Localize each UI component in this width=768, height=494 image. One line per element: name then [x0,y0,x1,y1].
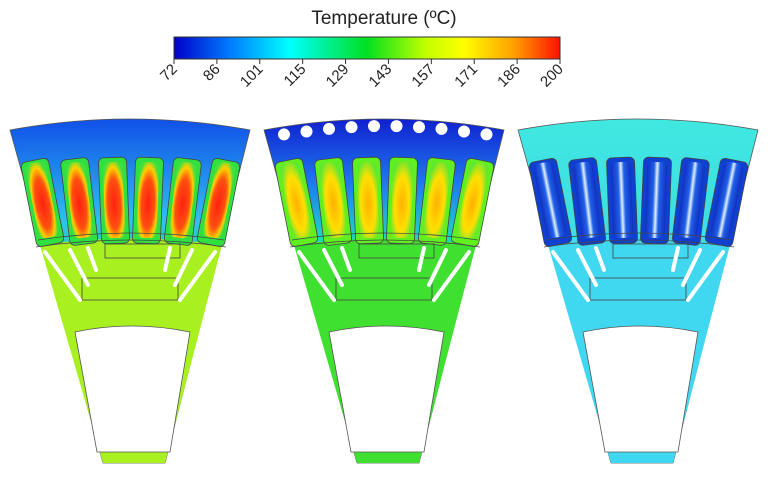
magnet-slot [335,277,433,301]
flux-barrier [178,250,217,302]
magnet-slot [358,243,435,259]
winding-slot [60,157,98,246]
colorbar-tick-label: 171 [451,61,481,91]
inner-cavity [328,325,445,453]
winding-slot [314,157,352,246]
flux-barrier [551,250,590,302]
flux-barrier [427,248,448,287]
magnet-slot [612,243,689,259]
colorbar-tick-label: 72 [157,61,181,85]
cooling-hole [458,125,470,138]
colorbar-tick-label: 129 [323,61,353,91]
winding-slot [352,156,384,245]
magnet-slot [589,277,687,301]
cooling-hole [390,120,403,133]
colorbar-tick-label: 186 [494,61,524,91]
colorbar-tick-label: 86 [200,61,224,85]
flux-barrier [297,250,336,302]
colorbar-title: Temperature (ºC) [311,8,457,29]
flux-barrier [686,250,725,302]
cooling-hole [480,128,493,141]
winding-slot [568,157,606,246]
winding-slot [132,156,164,245]
winding-slot [386,156,418,245]
flux-barrier [594,246,606,272]
winding-slot [274,158,319,247]
winding-slot [98,156,130,245]
colorbar [173,36,561,60]
cooling-hole [413,121,425,134]
flux-barrier [86,246,98,272]
winding-slot [606,156,638,245]
stator-temperature-panel [9,118,251,464]
cooling-hole [345,121,358,134]
flux-barrier [340,246,352,272]
cooling-hole [435,122,448,135]
airgap-line [37,232,225,241]
flux-barrier [681,248,702,287]
inner-cavity [74,325,191,453]
cooling-hole [300,125,313,138]
stator-temperature-panel [263,118,505,464]
winding-slot [640,156,672,245]
magnet-slot [104,243,181,259]
flux-barrier [417,246,426,272]
flux-barrier [671,246,680,272]
flux-barrier [322,248,344,287]
airgap-line [35,239,227,248]
colorbar-tick-label: 101 [237,61,267,91]
colorbar-tick-label: 143 [366,61,396,91]
airgap-line [543,239,735,248]
cooling-hole [323,122,335,135]
inner-cavity [582,325,699,453]
winding-slot [20,158,65,247]
cooling-hole [368,120,380,133]
winding-slot [672,157,710,246]
magnet-slot [81,277,179,301]
winding-slot [704,158,749,247]
colorbar-tick-label: 157 [408,61,438,91]
airgap-line [291,232,479,241]
airgap-line [289,239,481,248]
flux-barrier [173,248,194,287]
winding-slot [164,157,202,246]
colorbar-tick-label: 200 [537,61,567,91]
winding-slot [418,157,456,246]
stator-temperature-panel [517,118,759,464]
cooling-hole [278,128,290,141]
flux-barrier [576,248,598,287]
flux-barrier [68,248,90,287]
flux-barrier [43,250,82,302]
airgap-line [545,232,733,241]
flux-barrier [163,246,172,272]
flux-barrier [432,250,471,302]
colorbar-tick-label: 115 [281,61,310,90]
